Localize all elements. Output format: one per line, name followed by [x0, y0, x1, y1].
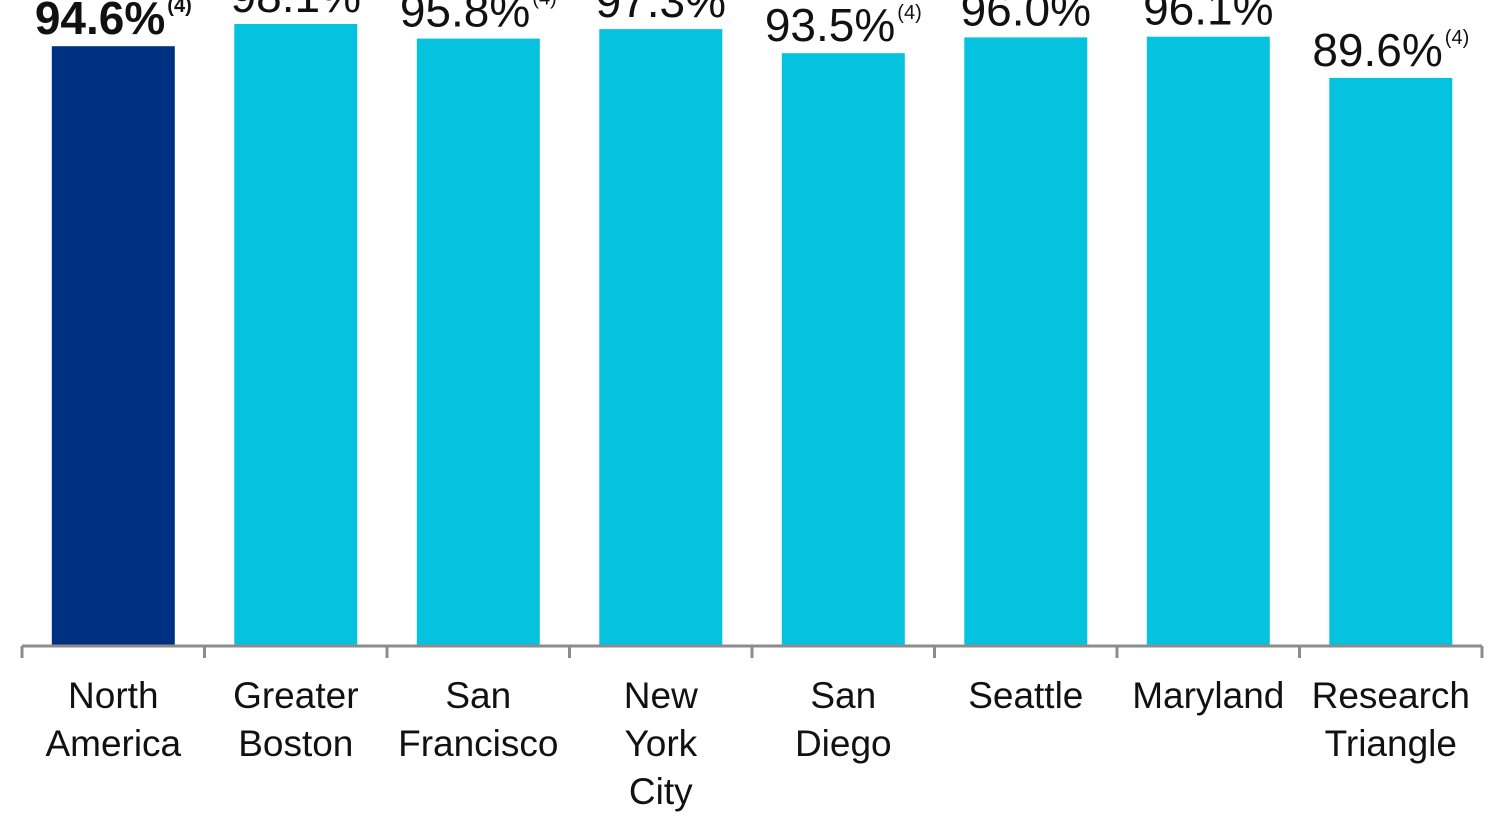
category-label-line: City: [629, 771, 693, 812]
footnote-north-america: (4): [167, 0, 191, 17]
category-label-line: Maryland: [1132, 675, 1284, 716]
category-label-line: San: [445, 675, 511, 716]
bar-san-diego: [781, 53, 905, 646]
x-axis: [20, 644, 1484, 658]
category-label-line: North: [68, 675, 158, 716]
category-label-line: San: [810, 675, 876, 716]
category-label-line: Research: [1312, 675, 1470, 716]
category-label-line: Greater: [233, 675, 358, 716]
value-label-research-triangle: 89.6% (4): [1312, 24, 1469, 76]
category-label-seattle: Seattle: [968, 675, 1083, 716]
footnote-san-francisco: (4): [532, 0, 556, 10]
value-text-research-triangle: 89.6%: [1312, 24, 1442, 76]
bar-north-america: [51, 46, 175, 646]
category-label-line: Seattle: [968, 675, 1083, 716]
value-label-seattle: 96.0%: [961, 0, 1091, 35]
bar-san-francisco: [416, 38, 540, 647]
value-label-maryland: 96.1%: [1143, 0, 1273, 35]
bar-new-york-city: [599, 29, 723, 647]
value-text-seattle: 96.0%: [961, 0, 1091, 35]
value-text-greater-boston: 98.1%: [231, 0, 361, 22]
value-label-san-francisco: 95.8%(4): [400, 0, 557, 37]
value-labels-group: 94.6%(4)98.1%95.8%(4)97.3%93.5%(4)96.0%9…: [35, 0, 1469, 76]
category-label-new-york-city: New York City: [624, 675, 698, 812]
category-label-line: Francisco: [398, 723, 558, 764]
value-text-north-america: 94.6%: [35, 0, 165, 44]
value-label-san-diego: 93.5% (4): [765, 0, 922, 51]
bar-seattle: [964, 37, 1088, 646]
value-label-greater-boston: 98.1%: [231, 0, 361, 22]
category-label-greater-boston: Greater Boston: [233, 675, 358, 764]
category-label-research-triangle: Research Triangle: [1312, 675, 1470, 764]
category-label-line: Diego: [795, 723, 892, 764]
bar-research-triangle: [1329, 77, 1453, 646]
value-label-north-america: 94.6% (4): [35, 0, 192, 44]
bar-maryland: [1146, 36, 1270, 646]
category-label-san-francisco: San Francisco: [398, 675, 558, 764]
value-label-new-york-city: 97.3%: [596, 0, 726, 27]
value-text-san-diego: 93.5%: [765, 0, 895, 51]
value-text-new-york-city: 97.3%: [596, 0, 726, 27]
footnote-research-triangle: (4): [1445, 27, 1469, 49]
category-label-san-diego: San Diego: [795, 675, 892, 764]
bars-group: [51, 24, 1453, 647]
category-labels-group: North America Greater Boston San Francisco New…: [45, 675, 1470, 812]
category-label-line: Boston: [238, 723, 353, 764]
category-label-north-america: North America: [45, 675, 181, 764]
category-label-line: Triangle: [1325, 723, 1457, 764]
value-text-san-francisco: 95.8%: [400, 0, 530, 37]
bar-greater-boston: [234, 24, 358, 646]
category-label-line: York: [624, 723, 697, 764]
category-label-line: New: [624, 675, 698, 716]
category-label-maryland: Maryland: [1132, 675, 1284, 716]
footnote-san-diego: (4): [897, 2, 921, 24]
category-label-line: America: [45, 723, 181, 764]
value-text-maryland: 96.1%: [1143, 0, 1273, 35]
